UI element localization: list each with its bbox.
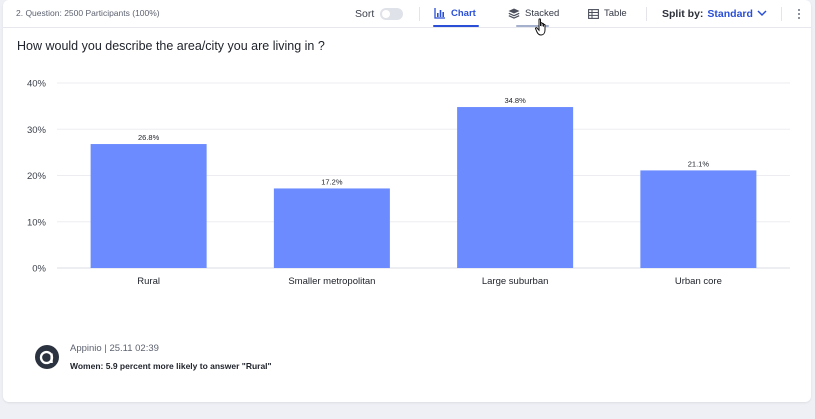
bar-chart: 0% 10% 20% 30% 40% 26.8% Rural 17.2% Smaller met… bbox=[3, 70, 811, 305]
x-category-label: Urban core bbox=[675, 276, 722, 287]
tab-stacked[interactable]: Stacked bbox=[508, 0, 559, 27]
split-by-value: Standard bbox=[707, 8, 753, 20]
tab-stacked-label: Stacked bbox=[525, 8, 560, 19]
x-category-label: Smaller metropolitan bbox=[288, 276, 375, 287]
question-title: How would you describe the area/city you… bbox=[17, 39, 325, 53]
x-category-label: Large suburban bbox=[482, 276, 549, 287]
hover-tab-indicator bbox=[516, 25, 549, 27]
table-icon bbox=[588, 8, 599, 19]
y-tick-label: 20% bbox=[27, 171, 47, 182]
y-tick-label: 0% bbox=[32, 264, 46, 275]
question-participants-label: 2. Question: 2500 Participants (100%) bbox=[16, 8, 160, 18]
x-category-label: Rural bbox=[137, 276, 160, 287]
bar bbox=[273, 188, 390, 268]
bar-value-label: 17.2% bbox=[321, 177, 343, 186]
bar bbox=[640, 170, 757, 268]
bar bbox=[457, 107, 574, 268]
sort-label: Sort bbox=[355, 8, 375, 20]
appinio-logo-icon bbox=[35, 345, 59, 369]
split-by-dropdown[interactable]: Split by: Standard bbox=[662, 8, 767, 20]
y-tick-label: 30% bbox=[27, 125, 47, 136]
bar bbox=[90, 144, 207, 268]
divider bbox=[646, 7, 647, 21]
y-tick-label: 10% bbox=[27, 217, 47, 228]
insight-meta: Appinio | 25.11 02:39 bbox=[70, 343, 159, 354]
bar-value-label: 26.8% bbox=[138, 133, 160, 142]
chart-toolbar: 2. Question: 2500 Participants (100%) So… bbox=[3, 0, 811, 36]
y-tick-label: 40% bbox=[27, 79, 47, 90]
chevron-down-icon bbox=[757, 8, 767, 20]
tab-table-label: Table bbox=[604, 8, 627, 19]
bar-chart-icon bbox=[434, 8, 446, 19]
tab-chart-label: Chart bbox=[451, 8, 476, 19]
bar-value-label: 21.1% bbox=[688, 159, 710, 168]
active-tab-indicator bbox=[433, 25, 479, 27]
layers-icon bbox=[508, 8, 520, 19]
divider bbox=[781, 7, 782, 21]
tab-table[interactable]: Table bbox=[588, 0, 627, 27]
sort-toggle-knob bbox=[382, 10, 390, 18]
insight-text: Women: 5.9 percent more likely to answer… bbox=[70, 361, 272, 371]
question-card: 2. Question: 2500 Participants (100%) So… bbox=[3, 0, 811, 402]
tab-chart[interactable]: Chart bbox=[434, 0, 476, 27]
more-options-icon[interactable] bbox=[796, 8, 802, 20]
bar-value-label: 34.8% bbox=[504, 96, 526, 105]
divider bbox=[419, 7, 420, 21]
bar-chart-svg: 0% 10% 20% 30% 40% 26.8% Rural 17.2% Smaller met… bbox=[27, 79, 790, 287]
sort-toggle[interactable] bbox=[380, 8, 403, 20]
hand-pointer-cursor-icon bbox=[535, 18, 551, 43]
split-by-label: Split by: bbox=[662, 8, 704, 20]
